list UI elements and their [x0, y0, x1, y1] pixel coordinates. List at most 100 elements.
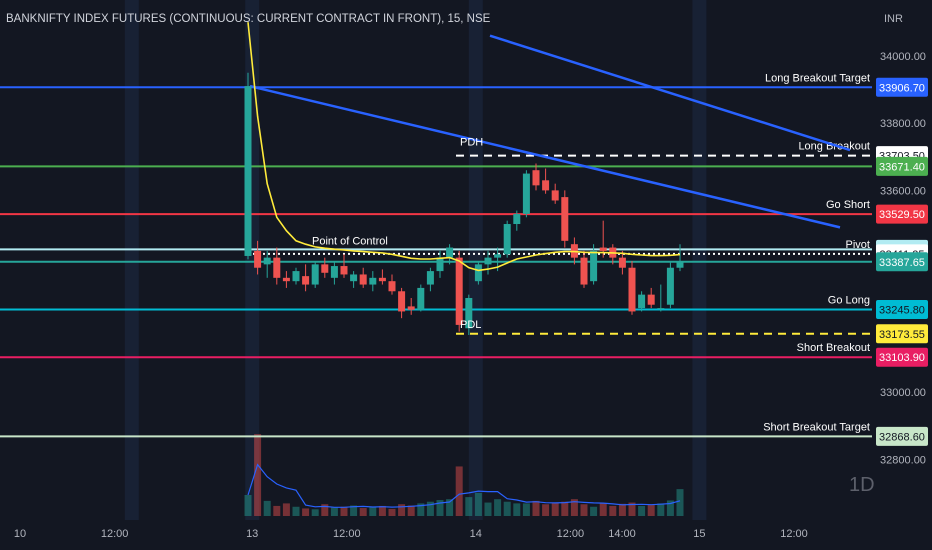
level-label: Short Breakout: [797, 342, 870, 354]
time-axis[interactable]: 10 12:00 13 12:00 14 12:00 14:00 15 12:00: [14, 528, 808, 540]
price-axis[interactable]: 34000.00 33800.00 33600.00 33000.00 32800.00…: [876, 51, 928, 467]
time-tick-label: 12:00: [780, 528, 808, 540]
candle-body: [551, 190, 559, 201]
candle-body: [484, 257, 492, 265]
candle-body: [369, 277, 377, 285]
volume-bar: [638, 505, 646, 516]
volume-bar: [676, 489, 684, 516]
candle-body: [282, 277, 290, 282]
time-tick-label: 14:00: [608, 528, 636, 540]
time-tick-label: 10: [14, 528, 26, 540]
pdh-label: PDH: [460, 137, 483, 149]
candle-body: [388, 281, 396, 292]
candle-body: [254, 250, 262, 268]
candle-body: [244, 86, 252, 256]
candle-body: [580, 257, 588, 285]
candle-body: [455, 257, 463, 325]
volume-bar: [503, 501, 511, 516]
price-badge: [876, 204, 928, 224]
level-label: Go Long: [828, 294, 870, 306]
volume-bar: [474, 492, 482, 516]
volume-bar: [628, 502, 636, 516]
volume-bar: [455, 466, 463, 516]
candle-body: [378, 277, 386, 282]
price-badge: [876, 426, 928, 446]
volume-bar: [657, 503, 665, 516]
volume-bar: [244, 495, 252, 516]
volume-bar: [494, 499, 502, 516]
trendline: [489, 34, 851, 152]
time-tick-label: 13: [246, 528, 258, 540]
candle-body: [599, 247, 607, 251]
volume-bar: [369, 507, 377, 516]
price-badge: [876, 77, 928, 97]
candle-body: [647, 294, 655, 305]
volume-bar: [302, 508, 310, 516]
price-badge: [876, 299, 928, 319]
volume-bar: [436, 500, 444, 516]
price-badge-text: 33173.55: [879, 329, 925, 341]
volume-bar: [513, 503, 521, 516]
volume-bar: [522, 503, 530, 516]
trendline: [249, 84, 841, 229]
time-tick-label: 12:00: [557, 528, 585, 540]
price-badge-text: 33387.65: [879, 257, 925, 269]
volume-bar: [570, 499, 578, 516]
candle-body: [321, 264, 329, 273]
currency-label: INR: [884, 13, 903, 25]
volume-bar: [666, 500, 674, 516]
volume-bar: [542, 504, 550, 516]
volume-bar: [311, 509, 319, 516]
volume-bar: [321, 504, 329, 516]
price-badge: [876, 156, 928, 176]
price-badge-text: 33671.40: [879, 161, 925, 173]
candle-body: [522, 173, 530, 214]
volume-bar: [292, 506, 300, 516]
chart-title: BANKNIFTY INDEX FUTURES (CONTINUOUS: CUR…: [6, 13, 491, 25]
level-lines: Long Breakout Target Long Breakout Go Shor…: [0, 72, 872, 438]
volume-bar: [340, 506, 348, 516]
trend-lines: [249, 34, 851, 229]
candle-body: [398, 291, 406, 312]
candle-body: [302, 276, 310, 285]
candle-body: [350, 274, 358, 282]
volume-bars: [244, 434, 684, 516]
candle-body: [666, 267, 674, 305]
candle-body: [494, 254, 502, 258]
candle-body: [618, 257, 626, 268]
price-tick-label: 33800.00: [880, 118, 926, 130]
price-badge-text: 33529.50: [879, 209, 925, 221]
volume-bar: [254, 434, 262, 516]
volume-bar: [263, 500, 271, 516]
candle-body: [330, 266, 338, 278]
candle-body: [474, 264, 482, 282]
time-tick-label: 14: [470, 528, 482, 540]
volume-average-line: [247, 463, 681, 508]
candle-body: [340, 266, 348, 275]
vwap-layer: [247, 22, 681, 272]
candle-body: [676, 261, 684, 268]
session-break: [124, 0, 139, 520]
candle-body: [628, 267, 636, 312]
price-badge-text: 33103.90: [879, 352, 925, 364]
level-label: Pivot: [846, 239, 870, 251]
volume-bar: [590, 506, 598, 516]
candle-body: [503, 224, 511, 255]
volume-bar: [378, 505, 386, 516]
timeframe-badge[interactable]: 1D: [849, 474, 875, 496]
price-tick-label: 32800.00: [880, 454, 926, 466]
candle-body: [292, 271, 300, 282]
level-label: Short Breakout Target: [763, 421, 870, 433]
candle-body: [465, 297, 473, 329]
candle-body: [513, 213, 521, 225]
volume-bar: [407, 505, 415, 516]
vwap-line: [247, 22, 681, 272]
candle-body: [407, 306, 415, 310]
price-badge: [876, 324, 928, 344]
volume-bar: [551, 502, 559, 516]
session-break: [468, 0, 483, 520]
level-label: Long Breakout Target: [765, 72, 870, 84]
candle-body: [638, 294, 646, 309]
volume-bar: [282, 503, 290, 516]
